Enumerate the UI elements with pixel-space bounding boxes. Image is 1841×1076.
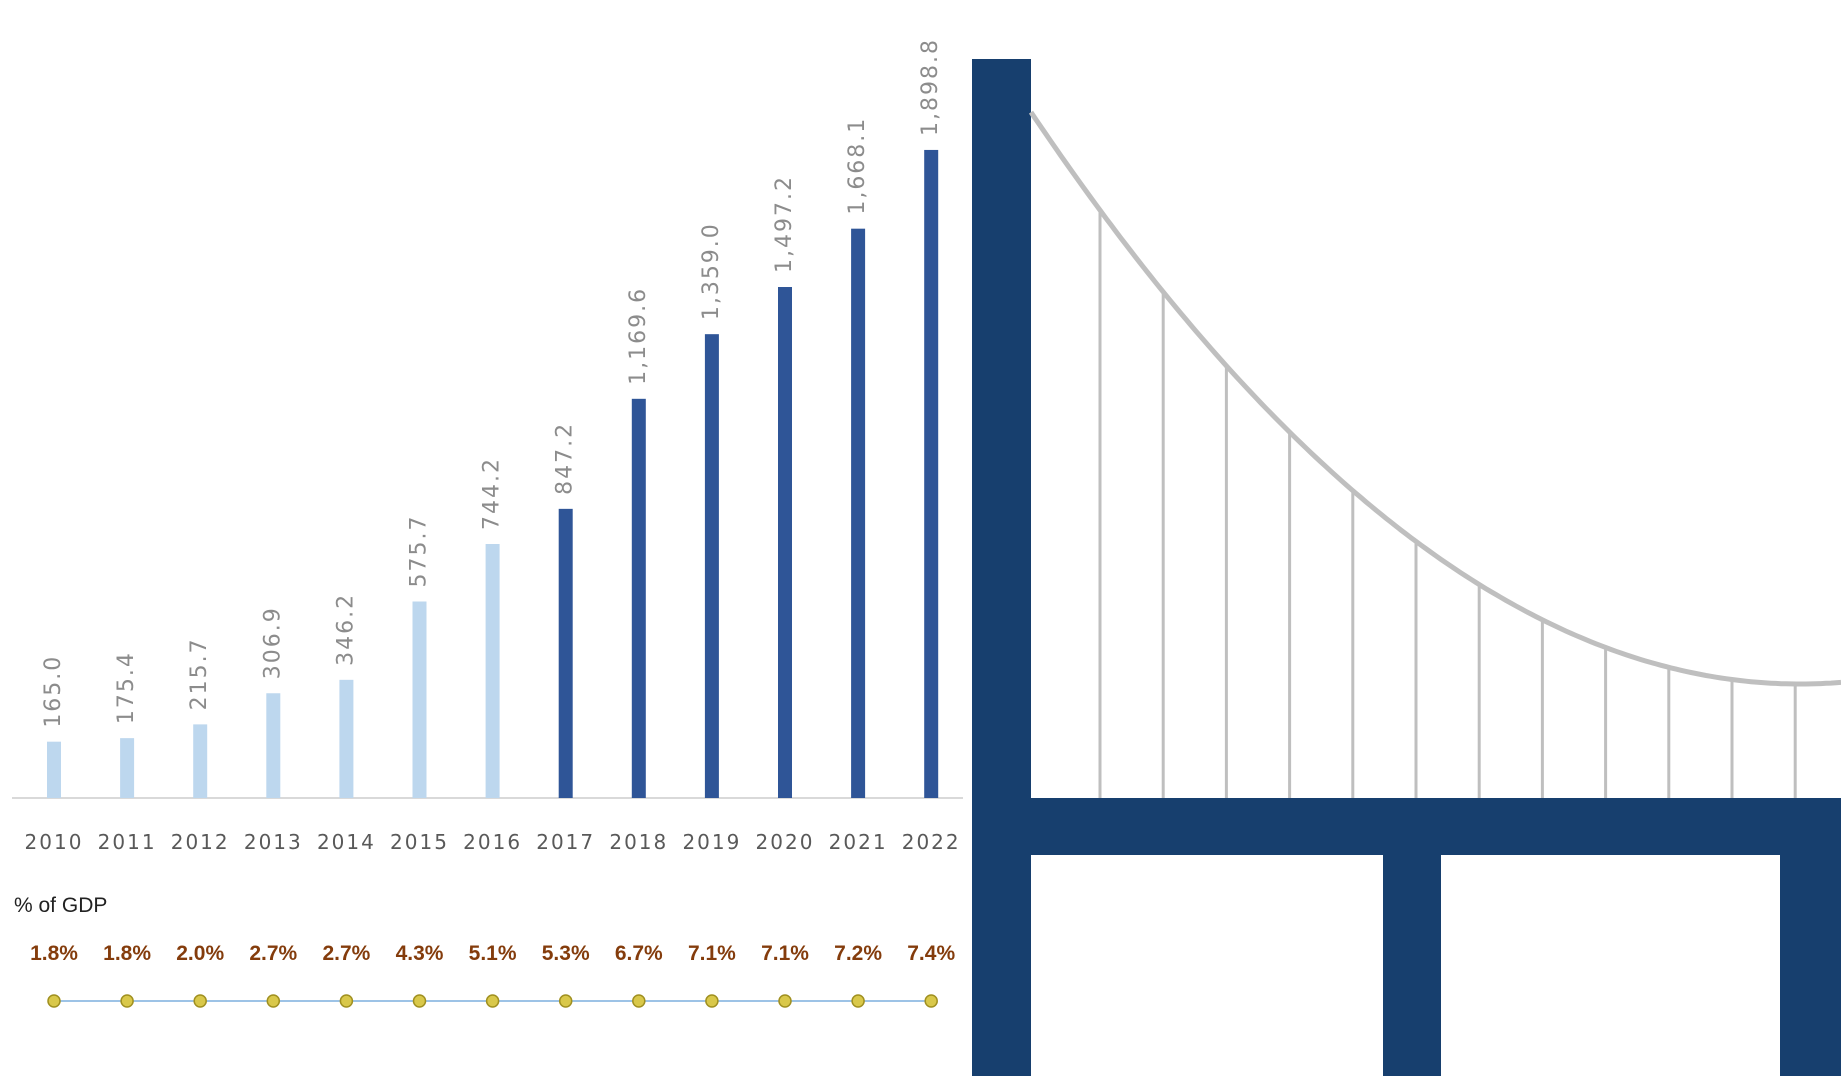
data-label: 1,359.0 <box>699 222 724 320</box>
bridge-pillar <box>1780 798 1841 1076</box>
gdp-label: 7.1% <box>761 942 809 965</box>
gdp-label: 7.2% <box>834 942 882 965</box>
bar <box>339 679 354 798</box>
bar <box>778 287 792 798</box>
gdp-label: 7.1% <box>688 942 736 965</box>
gdp-marker <box>705 994 719 1008</box>
data-label: 847.2 <box>553 422 578 495</box>
x-tick-label: 2020 <box>756 830 815 854</box>
bar <box>412 601 427 798</box>
gdp-marker <box>339 994 354 1008</box>
x-tick-label: 2011 <box>98 830 157 854</box>
data-label: 1,668.1 <box>845 117 870 215</box>
data-label: 165.0 <box>41 655 66 728</box>
gdp-marker <box>412 994 427 1008</box>
x-tick-label: 2014 <box>317 830 376 854</box>
bridge-illustration <box>972 59 1841 1076</box>
x-tick-label: 2015 <box>390 830 449 854</box>
data-label: 346.2 <box>333 593 358 666</box>
bar <box>631 398 646 798</box>
gdp-label: 5.1% <box>469 942 517 965</box>
x-tick-label: 2016 <box>463 830 522 854</box>
data-label: 175.4 <box>114 651 139 724</box>
bar <box>851 228 866 798</box>
gdp-label: 5.3% <box>542 942 590 965</box>
x-tick-label: 2019 <box>682 830 741 854</box>
gdp-label: 4.3% <box>396 942 444 965</box>
bar <box>704 334 719 798</box>
x-tick-label: 2018 <box>609 830 668 854</box>
data-label: 744.2 <box>480 457 505 530</box>
bar <box>47 741 61 798</box>
bridge-pillar <box>1383 798 1441 1076</box>
gdp-marker <box>47 994 61 1008</box>
gdp-marker <box>851 994 865 1008</box>
bar <box>924 149 939 798</box>
x-tick-label: 2012 <box>171 830 230 854</box>
x-tick-label: 2021 <box>829 830 888 854</box>
gdp-marker <box>558 994 573 1008</box>
bar <box>266 693 281 798</box>
x-tick-label: 2017 <box>536 830 595 854</box>
data-label: 215.7 <box>187 637 212 710</box>
gdp-marker <box>632 994 646 1008</box>
data-label: 1,898.8 <box>918 38 943 136</box>
gdp-label: 6.7% <box>615 942 663 965</box>
data-label: 306.9 <box>260 606 285 679</box>
gdp-title: % of GDP <box>14 894 107 917</box>
gdp-marker <box>924 994 938 1008</box>
gdp-marker <box>778 994 792 1008</box>
bar <box>558 508 573 798</box>
gdp-label: 7.4% <box>907 942 955 965</box>
data-label: 1,169.6 <box>626 287 651 385</box>
x-tick-label: 2010 <box>25 830 84 854</box>
bar <box>485 544 500 798</box>
gdp-label: 2.0% <box>176 942 224 965</box>
gdp-marker <box>193 994 207 1008</box>
gdp-label: 2.7% <box>322 942 370 965</box>
data-label: 575.7 <box>407 515 432 588</box>
bridge-cable <box>1028 110 1841 687</box>
gdp-marker <box>120 994 134 1008</box>
gdp-label: 2.7% <box>249 942 297 965</box>
x-tick-label: 2013 <box>244 830 303 854</box>
gdp-label: 1.8% <box>30 942 78 965</box>
x-tick-label: 2022 <box>902 830 961 854</box>
bridge-tower <box>972 59 1031 1076</box>
bar <box>120 738 135 798</box>
gdp-marker <box>266 994 281 1008</box>
gdp-label: 1.8% <box>103 942 151 965</box>
data-label: 1,497.2 <box>772 175 797 273</box>
gdp-marker <box>485 994 500 1008</box>
bar <box>193 724 208 798</box>
